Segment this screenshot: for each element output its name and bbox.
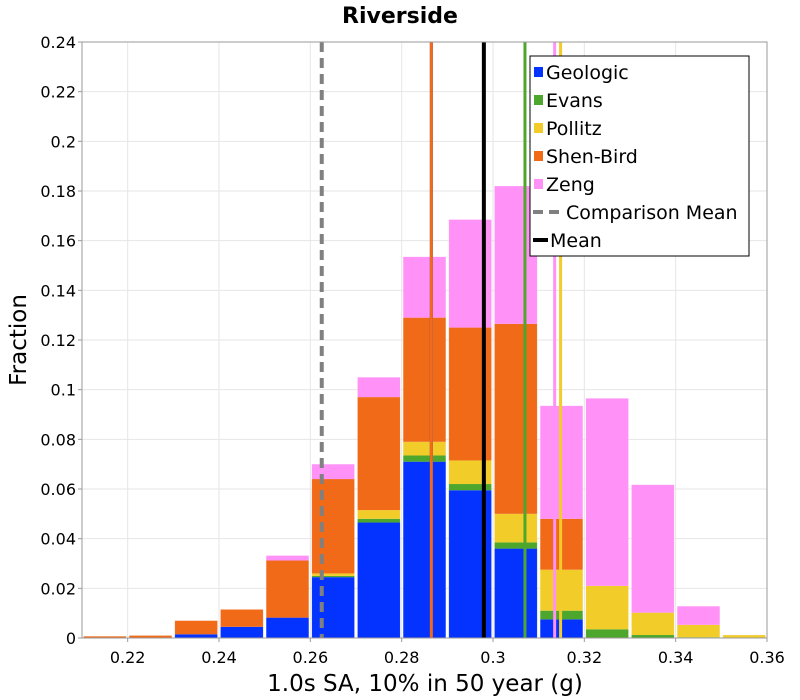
- legend-label: Shen-Bird: [546, 146, 638, 168]
- bar-zeng: [403, 256, 446, 318]
- bar-pollitz: [585, 585, 629, 630]
- bar-evans: [403, 455, 446, 462]
- x-tick-label: 0.36: [749, 648, 785, 667]
- bar-shen-bird: [403, 317, 446, 442]
- chart-title: Riverside: [342, 4, 458, 29]
- bar-pollitz: [448, 460, 492, 485]
- bar-evans: [311, 575, 355, 578]
- x-tick-label: 0.24: [201, 648, 237, 667]
- bar-shen-bird: [220, 609, 264, 627]
- y-tick-label: 0.12: [40, 331, 76, 350]
- legend-label: Geologic: [546, 62, 629, 84]
- bar-shen-bird: [129, 635, 172, 638]
- bar-evans: [357, 518, 401, 523]
- bar-shen-bird: [83, 636, 127, 638]
- bar-evans: [494, 542, 538, 549]
- bar-evans: [631, 635, 675, 638]
- bar-geologic: [494, 548, 538, 638]
- bar-pollitz: [403, 441, 446, 456]
- bar-zeng: [631, 484, 675, 613]
- bar-geologic: [403, 461, 446, 638]
- y-tick-label: 0.1: [51, 381, 76, 400]
- bar-shen-bird: [494, 323, 538, 514]
- legend-swatch: [534, 151, 543, 161]
- bar-shen-bird: [357, 397, 401, 511]
- y-tick-label: 0.2: [51, 132, 76, 151]
- y-tick-label: 0.04: [40, 530, 76, 549]
- bar-evans: [585, 629, 629, 638]
- x-axis-label: 1.0s SA, 10% in 50 year (g): [267, 671, 583, 697]
- x-tick-label: 0.28: [384, 648, 420, 667]
- bar-evans: [448, 484, 492, 491]
- y-tick-label: 0.14: [40, 281, 76, 300]
- y-tick-label: 0.16: [40, 232, 76, 251]
- bar-zeng: [357, 377, 401, 398]
- mean-lines: [319, 42, 563, 638]
- x-tick-label: 0.22: [110, 648, 146, 667]
- legend-label: Comparison Mean: [566, 202, 738, 224]
- legend-swatch: [534, 95, 543, 105]
- bar-pollitz: [722, 635, 766, 638]
- x-tick-label: 0.3: [480, 648, 505, 667]
- bar-geologic: [266, 617, 309, 638]
- bar-geologic: [220, 626, 264, 638]
- x-tick-label: 0.32: [567, 648, 603, 667]
- legend-swatch: [534, 179, 543, 189]
- legend: Geologic Evans Pollitz Shen-Bird Zeng Compari…: [529, 55, 750, 257]
- bar-pollitz: [357, 510, 401, 519]
- y-axis-ticks: 0 0.02 0.04 0.06 0.08 0.1 0.12 0.14 0.16 0.18 0.2 0…: [40, 33, 82, 648]
- x-axis-ticks: 0.22 0.24 0.26 0.28 0.3 0.32 0.34 0.36: [110, 638, 785, 667]
- y-tick-label: 0.22: [40, 83, 76, 102]
- bar-pollitz: [677, 624, 720, 638]
- bar-shen-bird: [266, 560, 309, 618]
- bar-shen-bird: [311, 479, 355, 574]
- bar-zeng: [677, 606, 720, 625]
- legend-box: [529, 55, 750, 257]
- bar-shen-bird: [174, 620, 218, 635]
- y-tick-label: 0.06: [40, 480, 76, 499]
- legend-swatch: [534, 67, 543, 77]
- legend-label: Pollitz: [546, 118, 602, 140]
- bar-zeng: [266, 555, 309, 561]
- bar-pollitz: [494, 513, 538, 543]
- x-tick-label: 0.34: [658, 648, 694, 667]
- bar-zeng: [311, 464, 355, 480]
- y-tick-label: 0: [66, 629, 76, 648]
- bar-zeng: [585, 398, 629, 586]
- bar-geologic: [174, 634, 218, 638]
- y-tick-label: 0.24: [40, 33, 76, 52]
- legend-label: Mean: [550, 230, 602, 252]
- x-tick-label: 0.26: [293, 648, 329, 667]
- y-tick-label: 0.18: [40, 182, 76, 201]
- bar-pollitz: [311, 573, 355, 576]
- bar-geologic: [357, 522, 401, 638]
- bar-geologic: [311, 577, 355, 638]
- bar-pollitz: [631, 612, 675, 636]
- y-axis-label: Fraction: [6, 294, 32, 386]
- y-tick-label: 0.02: [40, 579, 76, 598]
- y-tick-label: 0.08: [40, 430, 76, 449]
- legend-label: Zeng: [546, 174, 595, 196]
- legend-swatch: [534, 123, 543, 133]
- legend-label: Evans: [546, 90, 603, 112]
